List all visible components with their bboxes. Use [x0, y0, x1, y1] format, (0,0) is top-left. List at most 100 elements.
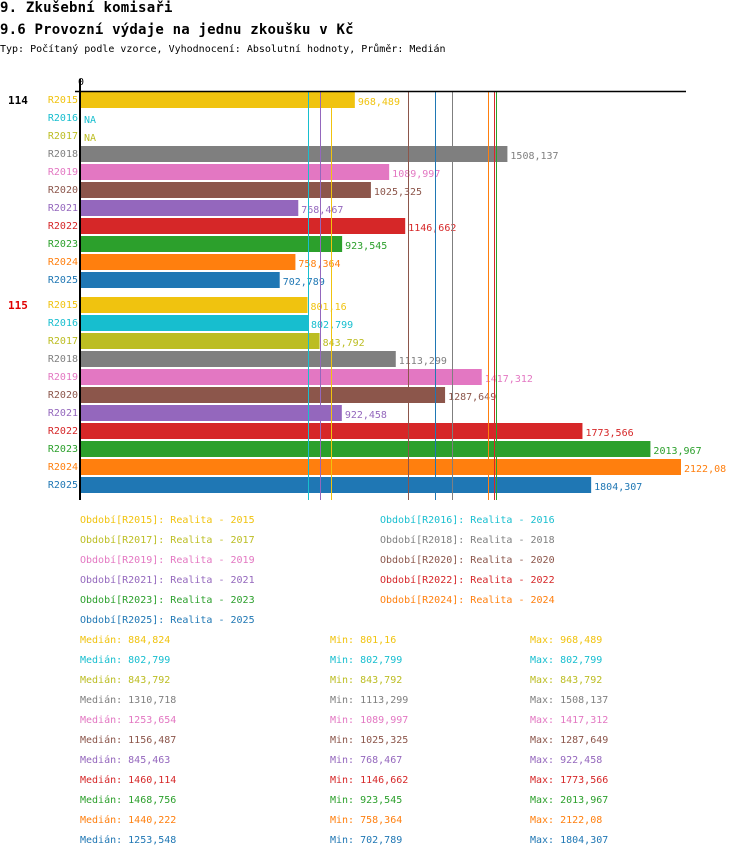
group-label: 115	[8, 299, 28, 312]
category-label: R2024	[48, 462, 78, 473]
legend-item: Období[R2018]: Realita - 2018	[380, 535, 555, 546]
min-stat: Min: 923,545	[330, 795, 403, 806]
data-label: 1804,307	[594, 482, 642, 493]
data-label: 758,364	[298, 259, 340, 270]
min-stat: Min: 802,799	[330, 655, 403, 666]
data-label: 802,799	[311, 320, 353, 331]
x-tick-label: 0	[78, 77, 84, 88]
category-label: R2015	[48, 95, 78, 106]
min-stat: Min: 1146,662	[330, 775, 409, 786]
data-label: 768,467	[301, 205, 343, 216]
bar	[81, 236, 343, 252]
min-stat: Min: 1113,299	[330, 695, 409, 706]
category-label: R2022	[48, 426, 78, 437]
data-label: 1113,299	[399, 356, 447, 367]
category-label: R2021	[48, 408, 78, 419]
category-label: R2016	[48, 318, 78, 329]
legend-item: Období[R2024]: Realita - 2024	[380, 595, 555, 606]
bar	[81, 315, 308, 331]
median-stat: Medián: 845,463	[80, 755, 171, 766]
category-label: R2019	[48, 372, 78, 383]
min-stat: Min: 758,364	[330, 815, 403, 826]
max-stat: Max: 968,489	[530, 635, 603, 646]
median-stat: Medián: 802,799	[80, 655, 171, 666]
category-label: R2018	[48, 149, 78, 160]
legend-item: Období[R2020]: Realita - 2020	[380, 555, 555, 566]
max-stat: Max: 922,458	[530, 755, 603, 766]
category-label: R2017	[48, 131, 78, 142]
data-label: 1508,137	[510, 151, 558, 162]
data-label: 923,545	[345, 241, 387, 252]
category-label: R2023	[48, 239, 78, 250]
category-label: R2016	[48, 113, 78, 124]
data-label: 968,489	[358, 97, 400, 108]
median-stat: Medián: 1156,487	[80, 735, 177, 746]
median-stat: Medián: 1468,756	[80, 795, 177, 806]
category-label: R2021	[48, 203, 78, 214]
min-stat: Min: 768,467	[330, 755, 403, 766]
bar	[81, 333, 320, 349]
max-stat: Max: 2122,08	[530, 815, 603, 826]
bar	[81, 200, 299, 216]
category-label: R2020	[48, 185, 78, 196]
data-label: NA	[84, 115, 96, 126]
median-stat: Medián: 1440,222	[80, 815, 177, 826]
min-stat: Min: 702,789	[330, 835, 403, 846]
min-stat: Min: 801,16	[330, 635, 397, 646]
legend-item: Období[R2023]: Realita - 2023	[80, 595, 255, 606]
category-label: R2017	[48, 336, 78, 347]
bar	[81, 92, 355, 108]
category-label: R2024	[48, 257, 78, 268]
bar	[81, 405, 342, 421]
data-label: 2122,08	[684, 464, 726, 475]
max-stat: Max: 2013,967	[530, 795, 609, 806]
min-stat: Min: 1025,325	[330, 735, 409, 746]
max-stat: Max: 1287,649	[530, 735, 609, 746]
category-label: R2023	[48, 444, 78, 455]
bar	[81, 254, 296, 270]
bar	[81, 387, 446, 403]
median-stat: Medián: 884,824	[80, 635, 171, 646]
max-stat: Max: 1508,137	[530, 695, 609, 706]
bar	[81, 272, 280, 288]
max-stat: Max: 1417,312	[530, 715, 609, 726]
legend-item: Období[R2017]: Realita - 2017	[80, 535, 255, 546]
group-label: 114	[8, 94, 28, 107]
category-label: R2020	[48, 390, 78, 401]
data-label: 1025,325	[374, 187, 422, 198]
bar	[81, 441, 651, 457]
bar	[81, 218, 406, 234]
median-stat: Medián: 1253,548	[80, 835, 177, 846]
max-stat: Max: 1773,566	[530, 775, 609, 786]
bar	[81, 459, 681, 475]
data-label: 1287,649	[448, 392, 496, 403]
legend-item: Období[R2025]: Realita - 2025	[80, 615, 255, 626]
legend-item: Období[R2019]: Realita - 2019	[80, 555, 255, 566]
median-stat: Medián: 1460,114	[80, 775, 177, 786]
bar	[81, 146, 508, 162]
data-label: 1089,997	[392, 169, 440, 180]
bar	[81, 369, 482, 385]
data-label: 922,458	[345, 410, 387, 421]
section-title: 9. Zkušební komisaři	[0, 0, 173, 16]
data-label: 702,789	[283, 277, 325, 288]
category-label: R2025	[48, 480, 78, 491]
data-label: 1146,662	[408, 223, 456, 234]
median-stat: Medián: 843,792	[80, 675, 171, 686]
data-label: 801,16	[311, 302, 347, 313]
min-stat: Min: 843,792	[330, 675, 403, 686]
data-label: 1417,312	[485, 374, 533, 385]
category-label: R2022	[48, 221, 78, 232]
data-label: 843,792	[323, 338, 365, 349]
max-stat: Max: 843,792	[530, 675, 603, 686]
max-stat: Max: 802,799	[530, 655, 603, 666]
category-label: R2018	[48, 354, 78, 365]
data-label: NA	[84, 133, 96, 144]
median-stat: Medián: 1310,718	[80, 695, 177, 706]
chart-title: 9.6 Provozní výdaje na jednu zkoušku v K…	[0, 22, 354, 38]
bar	[81, 297, 308, 313]
category-label: R2019	[48, 167, 78, 178]
chart-subtitle: Typ: Počítaný podle vzorce, Vyhodnocení:…	[0, 44, 446, 55]
max-stat: Max: 1804,307	[530, 835, 609, 846]
